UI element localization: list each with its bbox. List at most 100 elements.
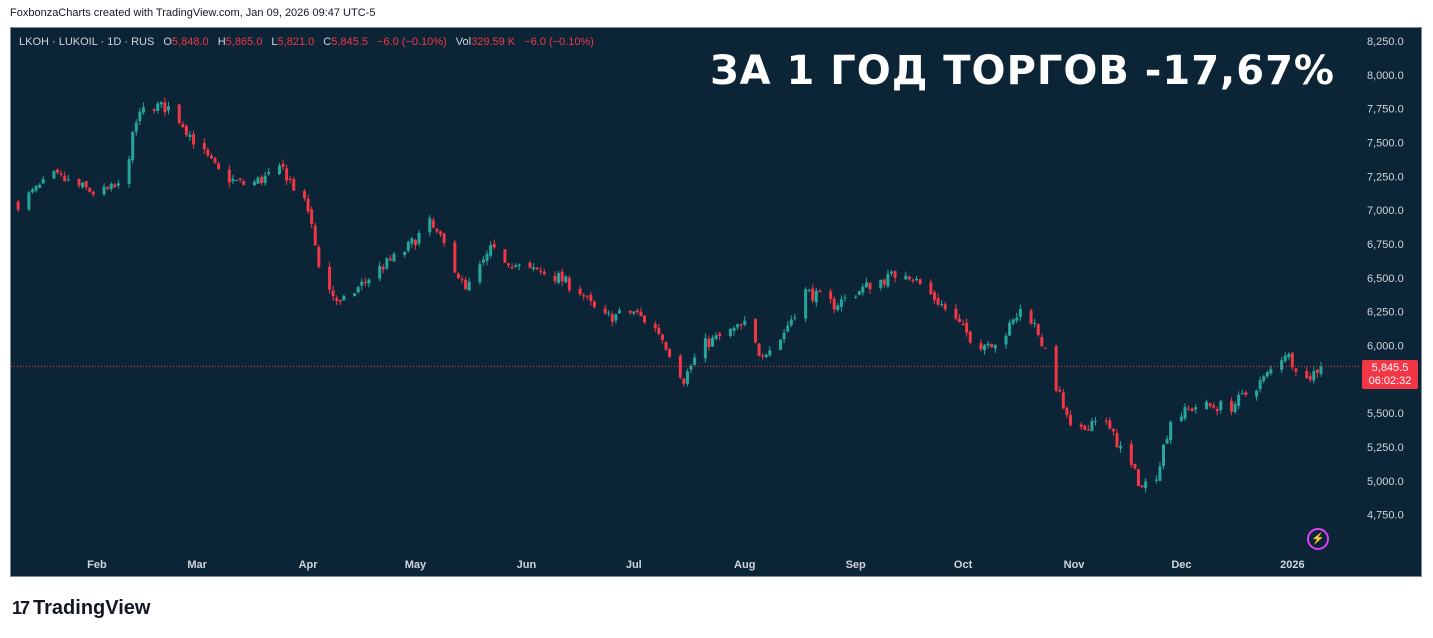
candle-body: [714, 335, 718, 339]
candle-body: [864, 282, 868, 288]
candle-body: [567, 277, 571, 291]
candle-body: [603, 308, 607, 314]
candle-body: [915, 278, 919, 280]
x-tick-label: Nov: [1064, 559, 1086, 571]
candle-body: [238, 178, 242, 180]
candle-body: [632, 311, 636, 314]
candle-body: [635, 310, 639, 313]
candle-body: [338, 299, 342, 302]
candle-body: [1319, 366, 1323, 374]
candle-body: [764, 354, 768, 358]
y-tick-label: 7,750.0: [1367, 104, 1404, 116]
legend-high-value: 5,865.0: [225, 36, 263, 48]
candle-body: [578, 288, 582, 295]
legend-symbol[interactable]: LKOH · LUKOIL · 1D · RUS: [19, 36, 155, 48]
candle-body: [1094, 420, 1098, 422]
bar-countdown: 06:02:32: [1368, 375, 1412, 387]
candle-body: [206, 149, 210, 156]
candle-body: [59, 173, 63, 175]
tradingview-footer[interactable]: 17 TradingView: [12, 597, 150, 620]
candle-body: [88, 188, 92, 192]
legend-volume-label: Vol: [455, 36, 472, 48]
candle-body: [184, 126, 188, 135]
candle-body: [263, 175, 267, 184]
candle-body: [442, 233, 446, 243]
candle-body: [943, 304, 947, 310]
y-tick-label: 6,250.0: [1367, 307, 1404, 319]
candle-body: [1111, 428, 1115, 432]
candle-body: [843, 297, 847, 299]
candle-body: [643, 315, 647, 323]
candlestick-chart[interactable]: 8,250.0 8,000.0 7,750.0 7,500.0 7,250.0 7,000…: [11, 28, 1421, 576]
chart-credit: FoxbonzaCharts created with TradingView.…: [10, 7, 376, 19]
candle-body: [768, 350, 772, 356]
candle-body: [718, 333, 722, 337]
candle-body: [1029, 310, 1033, 324]
candle-body: [757, 343, 761, 356]
x-tick-label: Feb: [87, 559, 107, 571]
legend-volume-change: −6.0 (−0.10%): [524, 36, 594, 48]
candle-body: [514, 265, 518, 268]
candle-body: [417, 232, 421, 244]
candle-body: [431, 220, 435, 228]
candle-body: [1115, 433, 1119, 448]
candle-body: [1269, 369, 1273, 374]
candle-body: [202, 143, 206, 150]
candle-body: [532, 267, 536, 270]
candle-body: [56, 169, 60, 173]
y-tick-label: 6,750.0: [1367, 239, 1404, 251]
candle-body: [1305, 371, 1309, 379]
candle-body: [779, 339, 783, 350]
candle-body: [310, 209, 314, 224]
candle-body: [1315, 369, 1319, 373]
candle-body: [485, 253, 489, 261]
candle-body: [743, 320, 747, 325]
x-tick-label: 2026: [1280, 559, 1304, 571]
symbol-legend: LKOH · LUKOIL · 1D · RUS O5,848.0 H5,865…: [19, 36, 594, 48]
candle-body: [1015, 317, 1019, 321]
candle-body: [1068, 414, 1072, 426]
candle-body: [406, 242, 410, 251]
candle-body: [16, 201, 20, 210]
candle-body: [1090, 420, 1094, 432]
candle-body: [106, 186, 110, 189]
candle-body: [77, 178, 81, 186]
candle-body: [360, 281, 364, 286]
candle-body: [836, 305, 840, 310]
candle-body: [439, 231, 443, 235]
candle-body: [1136, 469, 1140, 487]
x-tick-label: Oct: [954, 559, 973, 571]
candle-body: [782, 332, 786, 340]
candle-body: [839, 299, 843, 307]
candle-body: [38, 184, 42, 188]
candle-body: [1065, 407, 1069, 415]
candle-body: [1033, 322, 1037, 324]
candle-body: [1194, 407, 1198, 410]
candle-body: [503, 249, 507, 263]
candle-body: [653, 323, 657, 329]
candle-body: [288, 178, 292, 180]
candle-body: [138, 111, 142, 122]
chart-frame[interactable]: 8,250.0 8,000.0 7,750.0 7,500.0 7,250.0 7,000…: [10, 27, 1422, 577]
x-tick-label: Dec: [1171, 559, 1191, 571]
candle-body: [1208, 403, 1212, 406]
candle-body: [940, 304, 944, 306]
candle-body: [918, 279, 922, 285]
candle-body: [234, 179, 238, 181]
candle-body: [793, 317, 797, 319]
candle-body: [1212, 405, 1216, 408]
candle-body: [614, 314, 618, 321]
footer-brand: TradingView: [33, 597, 151, 619]
candle-body: [535, 267, 539, 270]
candle-body: [893, 270, 897, 278]
candle-body: [356, 287, 360, 293]
candle-body: [1237, 394, 1241, 406]
candle-body: [1104, 420, 1108, 422]
candle-body: [857, 291, 861, 295]
candle-body: [1290, 352, 1294, 368]
lightning-icon[interactable]: ⚡: [1307, 528, 1329, 550]
last-price-tag: 5,845.5 06:02:32: [1362, 360, 1418, 389]
candle-body: [761, 355, 765, 357]
y-tick-label: 8,250.0: [1367, 36, 1404, 48]
candle-body: [1061, 392, 1065, 409]
